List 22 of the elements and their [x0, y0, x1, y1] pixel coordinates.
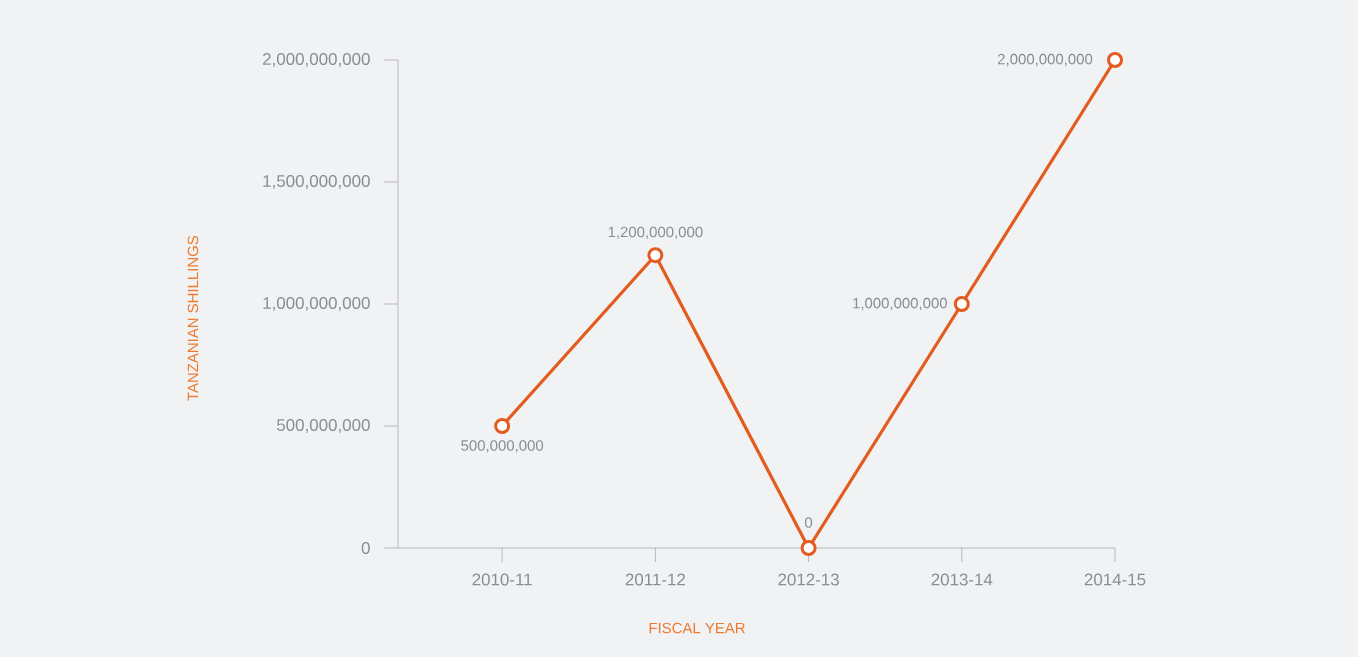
data-label: 2,000,000,000	[998, 53, 1093, 67]
point	[953, 296, 970, 312]
x-axis-title: FISCAL YEAR	[649, 622, 745, 634]
data-label: 1,200,000,000	[608, 226, 703, 239]
y-axis-title: TANZANIAN SHILLINGS	[187, 235, 199, 401]
point	[1107, 52, 1124, 68]
x-tick-label: 2010-11	[472, 573, 532, 586]
y-tick-label: 1,500,000,000	[263, 175, 370, 189]
x-tick-label: 2013-14	[931, 573, 993, 586]
y-tick-label: 500,000,000	[276, 419, 370, 433]
data-label: 1,000,000,000	[853, 297, 947, 311]
data-label: 500,000,000	[461, 440, 544, 453]
y-tick-label: 2,000,000,000	[263, 53, 370, 67]
data-label: 0	[805, 517, 813, 528]
point	[800, 540, 817, 556]
x-tick-label: 2014-15	[1084, 573, 1146, 586]
x-tick-label: 2012-13	[778, 573, 839, 586]
x-tick-label: 2011-12	[625, 573, 685, 586]
y-tick-label: 1,000,000,000	[263, 297, 370, 311]
point	[647, 247, 664, 264]
y-tick-label: 0	[361, 542, 370, 554]
point	[494, 418, 511, 434]
